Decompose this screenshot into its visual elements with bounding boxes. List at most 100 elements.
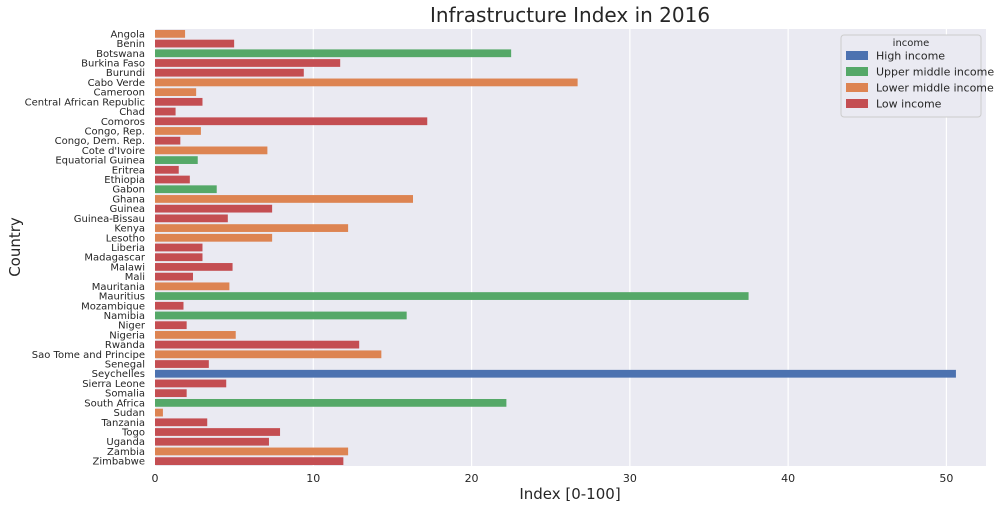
bar	[155, 136, 181, 145]
legend-entry: Lower middle income	[876, 82, 994, 95]
bar	[155, 360, 209, 368]
bar	[155, 428, 281, 436]
x-tick-label: 50	[939, 472, 953, 485]
category-label: Cote d'Ivoire	[82, 146, 145, 157]
category-label: Lesotho	[106, 233, 145, 244]
category-label: Togo	[121, 428, 145, 439]
category-label: Madagascar	[84, 253, 146, 264]
bar	[155, 340, 360, 349]
legend-box	[840, 34, 982, 118]
bar	[155, 127, 201, 135]
bar	[155, 272, 193, 281]
bar	[155, 263, 233, 271]
category-label: Seychelles	[92, 369, 145, 380]
bar	[155, 78, 578, 87]
bar	[155, 49, 512, 58]
bar	[155, 59, 341, 67]
bar	[155, 408, 163, 417]
bar	[155, 369, 956, 378]
bar	[155, 146, 268, 155]
category-label: Chad	[119, 107, 145, 118]
x-tick-label: 20	[465, 472, 479, 485]
bar	[155, 88, 197, 97]
category-label: Rwanda	[105, 340, 145, 351]
x-tick-labels: 0 10 20 30 40 50	[152, 472, 954, 485]
bar	[155, 301, 184, 310]
bar	[155, 389, 187, 398]
category-label: Angola	[110, 29, 145, 40]
category-label: Ghana	[112, 194, 145, 205]
bar	[155, 68, 304, 77]
bar	[155, 418, 208, 427]
bar	[155, 379, 227, 388]
legend: income High income Upper middle income Low…	[840, 34, 994, 118]
category-label: Mauritius	[99, 292, 145, 303]
bar	[155, 253, 203, 262]
legend-entry: High income	[876, 50, 945, 63]
category-label: Comoros	[101, 117, 145, 128]
x-tick-label: 40	[781, 472, 795, 485]
legend-entry: Upper middle income	[876, 66, 994, 79]
category-label: Senegal	[105, 360, 145, 371]
category-label: Botswana	[96, 49, 145, 60]
category-label: Mozambique	[81, 301, 145, 312]
bar	[155, 214, 228, 223]
category-label: Ethiopia	[104, 175, 145, 186]
category-label: Burkina Faso	[81, 58, 145, 69]
bar	[155, 29, 186, 38]
bar	[155, 156, 198, 164]
category-label: Namibia	[104, 311, 145, 322]
category-label: Benin	[117, 39, 145, 50]
category-label: Somalia	[105, 389, 145, 400]
category-label: Cabo Verde	[88, 78, 145, 89]
bar	[155, 282, 230, 291]
category-label: Mali	[125, 272, 145, 283]
category-label: Zambia	[107, 447, 145, 458]
x-axis-label: Index [0-100]	[519, 485, 620, 503]
bar	[155, 107, 176, 116]
bar	[155, 398, 507, 407]
category-label: Sao Tome and Principe	[32, 350, 145, 361]
bar	[155, 195, 414, 203]
bar	[155, 292, 749, 300]
category-label: Tanzania	[100, 418, 145, 429]
bar	[155, 224, 349, 232]
bar	[155, 457, 344, 466]
bar	[155, 243, 203, 252]
bar	[155, 311, 407, 320]
bar	[155, 204, 273, 213]
category-label: Gabon	[112, 185, 145, 196]
bar	[155, 97, 203, 106]
category-label: Eritrea	[112, 165, 145, 176]
legend-swatch	[846, 67, 868, 76]
category-label: South Africa	[84, 398, 145, 409]
x-tick-label: 10	[306, 472, 320, 485]
y-axis-label: Country	[6, 217, 24, 277]
category-label: Cameroon	[94, 88, 145, 99]
bar	[155, 165, 179, 174]
chart-title: Infrastructure Index in 2016	[430, 3, 710, 27]
category-label: Burundi	[106, 68, 145, 79]
bar	[155, 39, 235, 48]
x-tick-label: 30	[623, 472, 637, 485]
legend-entry: Low income	[876, 98, 942, 111]
x-tick-label: 0	[152, 472, 159, 485]
category-label: Uganda	[106, 437, 145, 448]
bar	[155, 321, 187, 330]
category-label: Guinea-Bissau	[74, 214, 145, 225]
category-label: Congo, Rep.	[85, 126, 145, 137]
legend-title: income	[893, 38, 930, 49]
bar	[155, 117, 428, 126]
category-label: Sudan	[114, 408, 146, 419]
category-label: Nigeria	[109, 330, 145, 341]
category-label: Niger	[118, 321, 146, 332]
bar	[155, 185, 217, 194]
category-label: Sierra Leone	[82, 379, 145, 390]
bars	[155, 29, 956, 466]
category-label: Malawi	[110, 262, 145, 273]
legend-swatch	[846, 99, 868, 108]
category-label: Liberia	[111, 243, 145, 254]
bar	[155, 175, 190, 184]
